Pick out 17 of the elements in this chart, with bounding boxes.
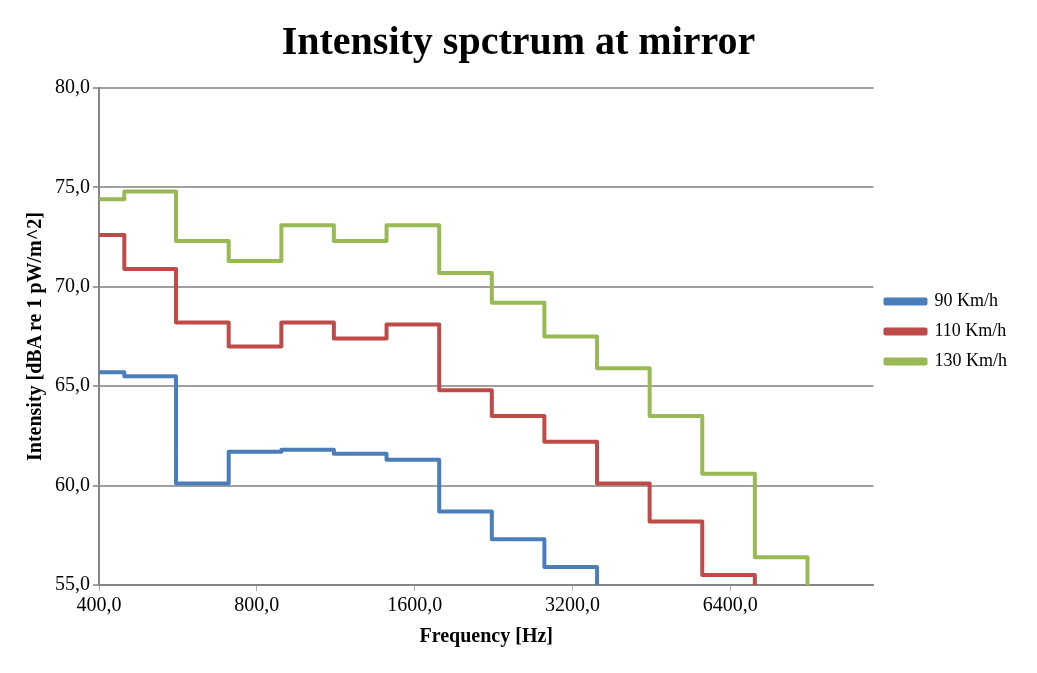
x-tick-label: 400,0: [76, 593, 122, 616]
x-tick-label: 800,0: [234, 593, 280, 616]
legend-label: 90 Km/h: [934, 290, 999, 311]
x-tick-label: 3200,0: [545, 593, 601, 616]
x-tick-label: 1600,0: [387, 593, 443, 616]
y-tick-label: 65,0: [55, 373, 90, 396]
y-tick-label: 55,0: [55, 572, 90, 595]
y-tick-label: 80,0: [55, 75, 90, 98]
y-tick-label: 70,0: [55, 274, 90, 297]
y-tick-label: 60,0: [55, 472, 90, 495]
x-axis-title: Frequency [Hz]: [419, 624, 553, 648]
y-tick-label: 75,0: [55, 174, 90, 197]
legend-label: 110 Km/h: [934, 320, 1007, 341]
x-tick-label: 6400,0: [702, 593, 758, 616]
legend-label: 130 Km/h: [934, 350, 1008, 371]
y-axis-title: Intensity [dBA re 1 pW/m^2]: [23, 211, 47, 462]
chart-title: Intensity spctrum at mirror: [281, 18, 756, 64]
